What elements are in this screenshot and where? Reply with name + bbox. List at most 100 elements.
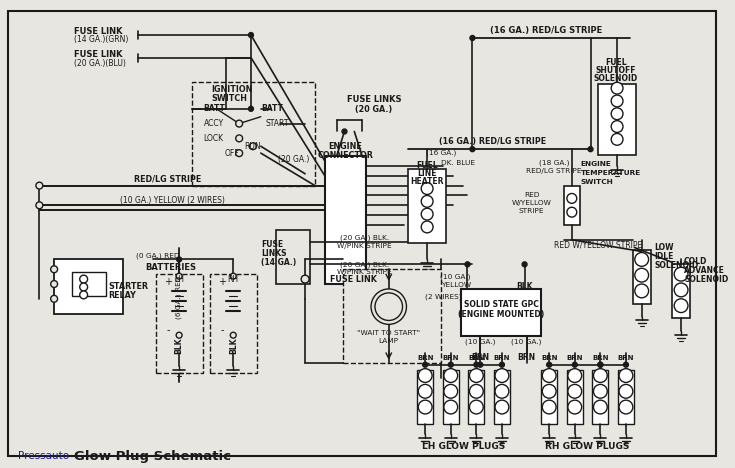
Bar (192, 82, 315, 186)
Text: ENGINE: ENGINE (329, 142, 362, 151)
Text: LINE: LINE (417, 169, 437, 178)
Text: (6 GA.) RED: (6 GA.) RED (176, 275, 182, 319)
Bar (325, 156, 366, 284)
Text: RUN: RUN (244, 142, 261, 151)
Circle shape (248, 106, 254, 111)
Text: -: - (220, 325, 224, 335)
Text: W/YELLOW: W/YELLOW (512, 200, 551, 206)
Circle shape (568, 384, 581, 398)
Circle shape (465, 262, 470, 267)
Text: (20 GA.): (20 GA.) (355, 105, 392, 114)
Text: LH: LH (174, 275, 184, 284)
Text: W/PINK STRIPE: W/PINK STRIPE (337, 242, 392, 249)
Text: RED: RED (524, 192, 539, 198)
Circle shape (236, 150, 243, 157)
Circle shape (612, 121, 623, 132)
Circle shape (635, 284, 648, 298)
Circle shape (674, 299, 688, 313)
Circle shape (623, 362, 628, 367)
Circle shape (470, 369, 483, 382)
Text: STRIPE: STRIPE (519, 208, 544, 214)
Text: LH GLOW PLUGS: LH GLOW PLUGS (422, 442, 505, 451)
Text: RED W/YELLOW STRIPE: RED W/YELLOW STRIPE (554, 240, 642, 249)
Circle shape (635, 253, 648, 266)
Circle shape (522, 262, 527, 267)
Text: BRN: BRN (541, 355, 557, 361)
Text: OFF: OFF (224, 149, 239, 158)
Circle shape (230, 332, 236, 338)
Text: TEMPERATURE: TEMPERATURE (581, 170, 641, 176)
Circle shape (375, 293, 403, 321)
Text: RH: RH (228, 275, 239, 284)
Text: IDLE: IDLE (654, 252, 674, 261)
Circle shape (568, 369, 581, 382)
Circle shape (421, 208, 433, 220)
Circle shape (619, 369, 633, 382)
Circle shape (598, 362, 603, 367)
Circle shape (371, 289, 406, 324)
Bar (461, 289, 541, 336)
Text: STARTER: STARTER (108, 283, 148, 292)
Circle shape (593, 400, 607, 414)
Circle shape (249, 143, 257, 150)
Circle shape (176, 273, 182, 279)
Text: Glow Plug Schematic: Glow Plug Schematic (74, 450, 231, 463)
Text: (16 GA.) RED/LG STRIPE: (16 GA.) RED/LG STRIPE (490, 26, 603, 35)
Circle shape (444, 369, 458, 382)
Circle shape (421, 183, 433, 195)
Circle shape (448, 362, 453, 367)
Circle shape (588, 147, 593, 152)
Text: SOLENOID: SOLENOID (594, 74, 638, 83)
Text: (20 GA.) BLK.: (20 GA.) BLK. (340, 261, 389, 268)
Text: START: START (266, 119, 290, 128)
Circle shape (421, 196, 433, 207)
Circle shape (470, 384, 483, 398)
Text: +: + (165, 277, 172, 287)
Text: BRN: BRN (471, 353, 490, 362)
Text: BRN: BRN (468, 355, 484, 361)
Circle shape (36, 202, 43, 209)
Text: LOW: LOW (654, 243, 674, 252)
Text: BRN: BRN (592, 355, 609, 361)
Bar (343, 269, 441, 363)
Text: (14 GA.)(GRN): (14 GA.)(GRN) (74, 36, 128, 44)
Text: BRN: BRN (517, 353, 536, 362)
Circle shape (478, 362, 483, 367)
Text: (10 GA.) YELLOW (2 WIRES): (10 GA.) YELLOW (2 WIRES) (120, 196, 225, 205)
Bar (468, 370, 484, 424)
Circle shape (567, 193, 577, 203)
Circle shape (230, 273, 236, 279)
Text: (14 GA.): (14 GA.) (261, 258, 296, 267)
Circle shape (593, 369, 607, 382)
Circle shape (619, 400, 633, 414)
Bar (409, 169, 446, 243)
Text: FUSE LINKS: FUSE LINKS (347, 95, 401, 104)
Bar (618, 370, 634, 424)
Text: FUSE LINK: FUSE LINK (74, 50, 122, 59)
Circle shape (593, 384, 607, 398)
Circle shape (79, 291, 87, 299)
Circle shape (674, 267, 688, 281)
Circle shape (495, 369, 509, 382)
Bar (156, 274, 203, 373)
Text: -: - (167, 325, 170, 335)
Text: RED/LG STRIPE: RED/LG STRIPE (526, 168, 582, 174)
Text: LOCK: LOCK (204, 134, 224, 143)
Circle shape (51, 266, 57, 273)
Circle shape (495, 384, 509, 398)
Bar (276, 230, 310, 284)
Text: ADVANCE: ADVANCE (684, 266, 725, 275)
Circle shape (236, 135, 243, 142)
Circle shape (236, 120, 243, 127)
Text: DK. BLUE: DK. BLUE (441, 160, 475, 166)
Bar (54, 259, 123, 314)
Text: (20 GA.) BLK.: (20 GA.) BLK. (340, 234, 389, 241)
Text: FUSE LINK: FUSE LINK (74, 27, 122, 36)
Text: (ENGINE MOUNTED): (ENGINE MOUNTED) (458, 310, 544, 319)
Text: BLK: BLK (175, 338, 184, 354)
Circle shape (79, 283, 87, 291)
Text: COLD: COLD (684, 257, 707, 266)
Text: YELLOW: YELLOW (440, 282, 470, 288)
Text: (16 GA.): (16 GA.) (426, 150, 456, 156)
Text: SOLID STATE GPC: SOLID STATE GPC (464, 300, 539, 309)
